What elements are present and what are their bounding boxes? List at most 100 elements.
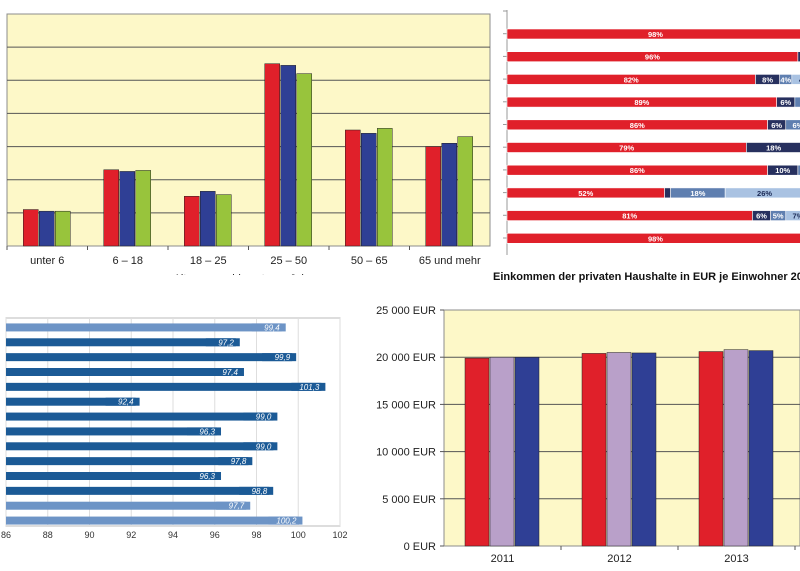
index-label-bg: [262, 353, 293, 362]
segment-label: 6%: [756, 212, 767, 221]
stacked-chart-panel: 98%96%82%8%4%489%6%386%6%6%79%18%86%10%5…: [495, 10, 800, 255]
index-value-label: 97,2: [218, 338, 234, 347]
age-chart-panel: unter 6 6 – 18 18 – 25 25 – 50 50 – 65 65 und…: [0, 0, 495, 285]
income-y-tick-label: 5 000 EUR: [382, 494, 436, 506]
bar: [184, 196, 200, 247]
index-label-bg: [243, 412, 274, 421]
index-bar: [6, 457, 253, 466]
x-tick-label: 50 – 65: [351, 255, 388, 267]
index-tick-label: 100: [291, 530, 306, 540]
x-axis-label: Alter von ... bis unter ... Jahren: [174, 273, 324, 275]
segment-label: 98%: [648, 30, 663, 39]
segment-label: 18%: [690, 189, 705, 198]
income-bar: [631, 352, 657, 547]
stacked-segment: [746, 142, 800, 153]
index-bar: [6, 516, 303, 525]
age-chart: unter 6 6 – 18 18 – 25 25 – 50 50 – 65 65 und…: [6, 13, 491, 285]
index-chart: 86 88 90 92 94 96 98 100 102 99,4 97,2 99,9 97,4 101,…: [1, 317, 348, 540]
index-value-label: 92,4: [118, 398, 134, 407]
bar: [135, 170, 151, 247]
bar: [23, 209, 39, 247]
stacked-segment: [797, 51, 800, 63]
segment-label: 18%: [766, 144, 781, 153]
index-tick-label: 88: [43, 530, 53, 540]
segment-label: 79%: [619, 144, 634, 153]
segment-label: 6%: [771, 121, 782, 130]
stacked-segment: [664, 187, 671, 199]
stacked-segment: [506, 233, 800, 244]
index-label-bg: [239, 486, 270, 495]
segment-label: 86%: [630, 166, 645, 175]
income-bar: [581, 353, 607, 547]
income-x-tick-label: 2011: [491, 553, 515, 565]
bar: [361, 133, 377, 247]
bar: [377, 128, 393, 247]
stacked-segment: [506, 28, 800, 40]
index-bar: [6, 472, 222, 480]
segment-label: 7%: [792, 212, 800, 221]
bar: [345, 129, 361, 247]
index-bar: [6, 368, 244, 376]
bar: [39, 210, 55, 247]
index-label-bg: [209, 368, 240, 376]
income-bar: [606, 352, 632, 547]
bar: [55, 210, 71, 247]
index-label-bg: [205, 338, 236, 347]
income-bar: [723, 349, 749, 547]
stacked-segment: [785, 119, 800, 131]
index-tick-label: 98: [251, 530, 261, 540]
index-value-label: 99,9: [275, 353, 291, 362]
income-y-tick-label: 10 000 EUR: [376, 447, 436, 459]
index-bar: [6, 442, 278, 451]
index-bar: [6, 382, 326, 391]
segment-label: 96%: [645, 53, 660, 62]
index-value-label: 101,3: [299, 383, 320, 392]
index-value-label: 99,0: [256, 442, 272, 451]
index-tick-label: 86: [1, 530, 11, 540]
index-tick-label: 94: [168, 530, 178, 540]
index-value-label: 99,0: [256, 413, 272, 422]
index-bar: [6, 353, 297, 362]
income-y-tick-label: 0 EUR: [404, 541, 436, 553]
index-label-bg: [187, 472, 218, 480]
segment-label: 81%: [622, 212, 637, 221]
segment-label: 4: [799, 75, 800, 84]
stacked-segment: [797, 164, 800, 176]
income-x-tick-label: 2013: [724, 553, 748, 565]
bar: [280, 65, 296, 247]
index-label-bg: [187, 427, 218, 436]
stacked-segment: [791, 74, 800, 85]
income-bar: [514, 356, 540, 547]
segment-label: 6%: [780, 98, 791, 107]
bar: [200, 191, 216, 247]
bar: [103, 169, 119, 247]
income-y-tick-label: 15 000 EUR: [376, 399, 436, 411]
index-label-bg: [218, 457, 249, 466]
segment-label: 98%: [648, 234, 663, 243]
index-value-label: 96,3: [199, 472, 215, 481]
index-bar: [6, 501, 251, 510]
income-chart-title: Einkommen der privaten Haushalte in EUR …: [493, 271, 800, 283]
segment-label: 10%: [775, 166, 790, 175]
income-y-tick-label: 25 000 EUR: [376, 305, 436, 317]
income-bar: [698, 351, 724, 547]
income-bar: [464, 357, 490, 547]
index-value-label: 98,8: [252, 487, 268, 496]
index-bar: [6, 412, 278, 421]
index-tick-label: 90: [84, 530, 94, 540]
bar: [264, 63, 280, 247]
index-tick-label: 92: [126, 530, 136, 540]
x-tick-label: 6 – 18: [112, 255, 143, 267]
bar: [457, 136, 473, 247]
x-tick-label: 25 – 50: [270, 255, 307, 267]
income-x-tick-label: 2012: [607, 553, 631, 565]
index-bar: [6, 397, 140, 406]
index-label-bg: [216, 501, 247, 510]
x-tick-label: 18 – 25: [190, 255, 227, 267]
index-label-bg: [251, 323, 282, 332]
segment-label: 5%: [773, 212, 784, 221]
index-value-label: 97,7: [229, 502, 245, 511]
bar: [119, 171, 135, 247]
segment-label: 89%: [634, 98, 649, 107]
income-y-tick-label: 20 000 EUR: [376, 352, 436, 364]
